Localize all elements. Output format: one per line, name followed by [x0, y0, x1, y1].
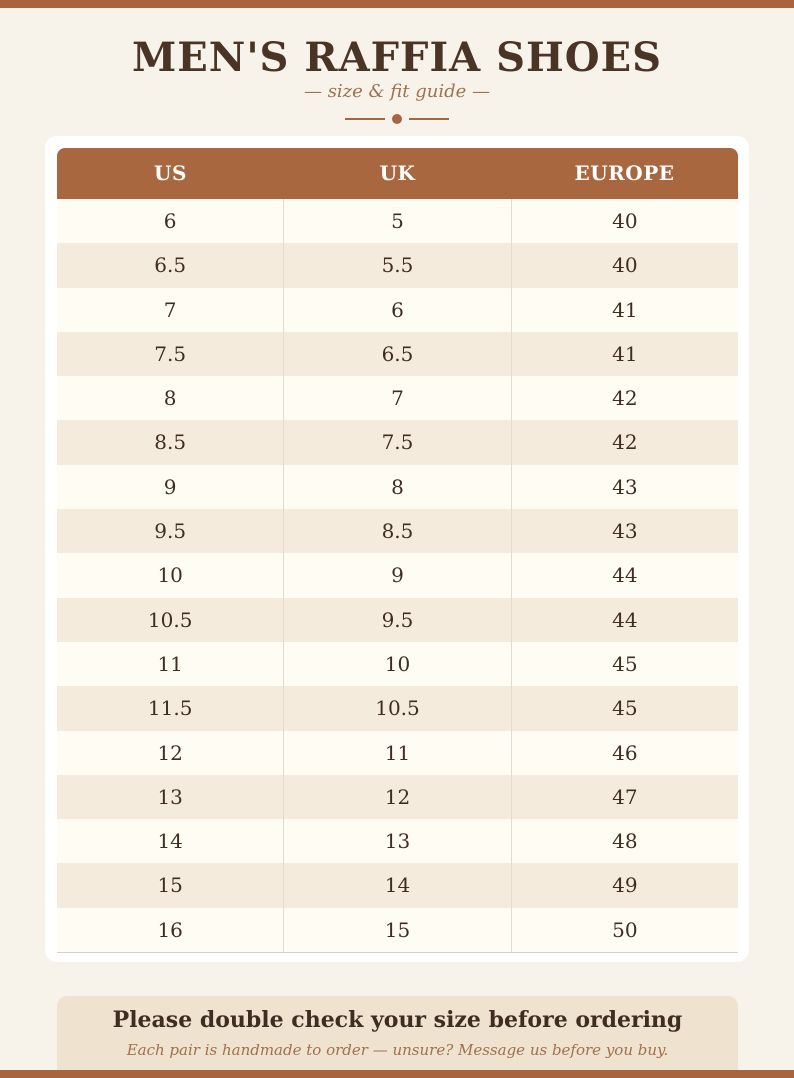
- table-row: 11 10 45: [57, 641, 738, 687]
- cell-europe: 48: [510, 819, 738, 864]
- cell-europe: 41: [510, 331, 738, 377]
- cell-uk: 6: [283, 287, 510, 332]
- cell-uk: 15: [283, 907, 510, 953]
- cell-uk: 8: [283, 464, 510, 510]
- cell-uk: 10: [283, 641, 510, 687]
- cell-uk: 14: [283, 863, 510, 908]
- table-row: 9.5 8.5 43: [57, 509, 738, 554]
- note-title: Please double check your size before ord…: [112, 1007, 683, 1033]
- table-row: 8 7 42: [57, 376, 738, 421]
- table-header: US UK EUROPE: [57, 148, 738, 199]
- table-row: 11.5 10.5 45: [57, 686, 738, 731]
- note-subtitle: Each pair is handmade to order — unsure?…: [126, 1041, 669, 1059]
- table-row: 9 8 43: [57, 464, 738, 510]
- sizing-note: Please double check your size before ord…: [57, 996, 738, 1070]
- divider-ornament: [345, 112, 449, 126]
- page-subtitle: — size & fit guide —: [303, 81, 491, 102]
- column-header-us: US: [154, 161, 187, 185]
- cell-europe: 44: [510, 553, 738, 598]
- cell-europe: 49: [510, 863, 738, 908]
- size-chart-card: US UK EUROPE 6 5 40 6.5 5.5 40 7 6 41 7.5 6.5 41 8 7 4…: [45, 136, 749, 962]
- cell-uk: 6.5: [283, 331, 510, 377]
- table-row: 16 15 50: [57, 907, 738, 954]
- cell-us: 15: [157, 873, 183, 898]
- table-row: 10.5 9.5 44: [57, 597, 738, 642]
- cell-us: 11.5: [147, 696, 193, 721]
- table-row: 14 13 48: [57, 819, 738, 864]
- table-row: 15 14 49: [57, 863, 738, 908]
- cell-us: 6: [163, 209, 177, 233]
- column-header-uk: UK: [379, 161, 416, 185]
- cell-uk: 8.5: [283, 509, 510, 554]
- cell-europe: 44: [510, 597, 738, 642]
- cell-us: 6.5: [154, 253, 187, 278]
- cell-us: 11: [157, 651, 183, 676]
- table-row: 10 9 44: [57, 553, 738, 598]
- cell-us: 8.5: [154, 430, 187, 455]
- size-table: US UK EUROPE 6 5 40 6.5 5.5 40 7 6 41 7.5 6.5 41 8 7 4…: [57, 148, 738, 954]
- table-row: 6 5 40: [57, 199, 738, 244]
- cell-europe: 40: [510, 199, 738, 244]
- table-row: 7 6 41: [57, 287, 738, 332]
- cell-uk: 9: [283, 553, 510, 598]
- cell-uk: 13: [283, 819, 510, 864]
- table-row: 8.5 7.5 42: [57, 420, 738, 465]
- cell-us: 7.5: [154, 341, 187, 366]
- cell-uk: 5: [283, 199, 510, 244]
- cell-uk: 5.5: [283, 243, 510, 288]
- cell-europe: 40: [510, 243, 738, 288]
- cell-uk: 7.5: [283, 420, 510, 465]
- cell-us: 9: [163, 474, 177, 499]
- cell-europe: 41: [510, 287, 738, 332]
- cell-us: 12: [157, 740, 183, 765]
- table-row: 13 12 47: [57, 774, 738, 820]
- top-accent-bar: [0, 0, 794, 8]
- cell-europe: 42: [510, 376, 738, 421]
- cell-us: 9.5: [154, 519, 187, 544]
- table-row: 6.5 5.5 40: [57, 243, 738, 288]
- cell-europe: 50: [510, 907, 738, 953]
- cell-us: 7: [163, 297, 177, 322]
- page-title: MEN'S RAFFIA SHOES: [131, 34, 663, 81]
- cell-us: 13: [157, 784, 183, 809]
- cell-europe: 43: [510, 509, 738, 554]
- cell-uk: 7: [283, 376, 510, 421]
- table-row: 12 11 46: [57, 730, 738, 775]
- cell-us: 10.5: [147, 607, 193, 632]
- cell-us: 16: [157, 917, 183, 942]
- table-row: 7.5 6.5 41: [57, 331, 738, 377]
- cell-uk: 9.5: [283, 597, 510, 642]
- cell-europe: 45: [510, 641, 738, 687]
- cell-uk: 12: [283, 774, 510, 820]
- cell-europe: 42: [510, 420, 738, 465]
- ornament-dot-icon: [392, 114, 402, 124]
- cell-europe: 47: [510, 774, 738, 820]
- cell-europe: 46: [510, 730, 738, 775]
- cell-uk: 11: [283, 730, 510, 775]
- cell-uk: 10.5: [283, 686, 510, 731]
- bottom-accent-bar: [0, 1070, 794, 1078]
- column-header-europe: EUROPE: [574, 161, 675, 185]
- ornament-line-right: [409, 118, 449, 120]
- ornament-line-left: [345, 118, 385, 120]
- cell-us: 14: [157, 829, 183, 854]
- cell-us: 8: [163, 386, 177, 411]
- cell-europe: 45: [510, 686, 738, 731]
- cell-us: 10: [157, 563, 183, 588]
- cell-europe: 43: [510, 464, 738, 510]
- table-body: 6 5 40 6.5 5.5 40 7 6 41 7.5 6.5 41 8 7 42 8.5 7.5 42 9 8 43…: [57, 199, 738, 954]
